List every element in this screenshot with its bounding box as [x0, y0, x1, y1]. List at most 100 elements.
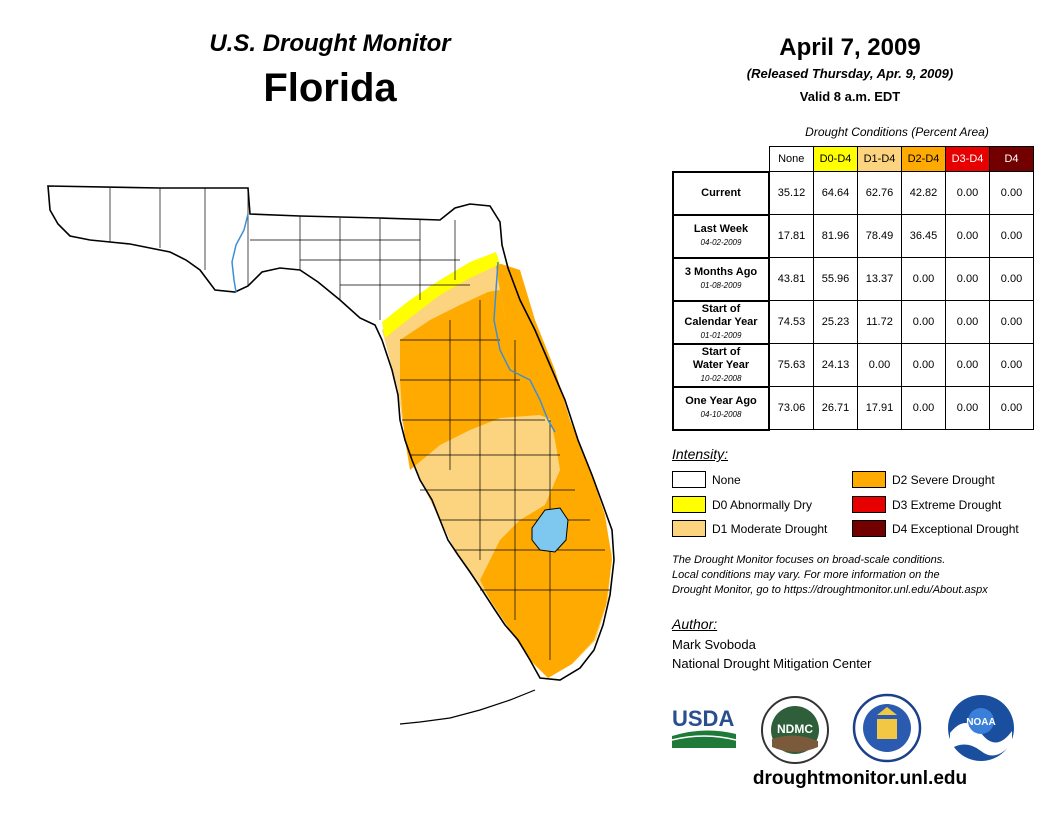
valid-time: Valid 8 a.m. EDT	[799, 89, 901, 104]
row-date: 10-02-2008	[700, 373, 742, 383]
noaa-logo-text: NOAA	[966, 717, 995, 728]
row-label: 3 Months Ago 01-08-2009	[672, 256, 770, 302]
row-label: Last Week 04-02-2009	[672, 213, 770, 259]
legend-swatch	[852, 471, 886, 488]
legend-d2: D2 Severe Drought	[852, 471, 995, 488]
legend-d0: D0 Abnormally Dry	[672, 496, 812, 513]
table-row: One Year Ago 04-10-2008 73.06 26.71 17.91 0.0…	[672, 385, 1034, 431]
st-johns-river	[493, 261, 556, 433]
table-cell: 0.00	[945, 214, 990, 258]
legend-d4: D4 Exceptional Drought	[852, 520, 1019, 537]
map-date: April 7, 2009	[779, 34, 921, 61]
ndmc-logo-text: NDMC	[777, 722, 813, 736]
row-label-line: 3 Months Ago	[684, 266, 758, 278]
map-title: Florida	[263, 66, 397, 110]
table-cell: 25.23	[813, 300, 858, 344]
table-cell: 0.00	[989, 343, 1034, 387]
legend-label: None	[712, 472, 741, 487]
author-heading: Author:	[672, 616, 718, 632]
table-cell: 73.06	[768, 386, 814, 430]
legend-label: D0 Abnormally Dry	[712, 497, 813, 512]
table-cell: 13.37	[857, 257, 902, 301]
table-cell: 0.00	[857, 343, 902, 387]
row-label-line: Calendar Year	[684, 315, 758, 328]
commerce-seal	[852, 693, 922, 763]
noaa-logo: NOAA	[948, 695, 1014, 761]
table-row: Start of Calendar Year 01-01-2009 74.53 25.2…	[672, 299, 1034, 345]
usda-logo-text: USDA	[672, 706, 734, 731]
note-line: The Drought Monitor focuses on broad-sca…	[672, 554, 946, 566]
florida-keys	[399, 689, 536, 725]
apalachicola-river	[231, 213, 249, 293]
website-link[interactable]: droughtmonitor.unl.edu	[752, 768, 968, 789]
row-label-line: Last Week	[693, 223, 749, 235]
author-name: Mark Svoboda	[672, 637, 756, 652]
table-cell: 24.13	[813, 343, 858, 387]
legend-swatch	[852, 520, 886, 537]
table-cell: 0.00	[989, 257, 1034, 301]
legend-swatch	[852, 496, 886, 513]
col-header: D4	[989, 146, 1034, 172]
table-cell: 0.00	[901, 343, 946, 387]
table-cell: 0.00	[901, 300, 946, 344]
table-cell: 81.96	[813, 214, 858, 258]
legend-d1: D1 Moderate Drought	[672, 520, 827, 537]
table-cell: 35.12	[768, 171, 814, 215]
header-blank	[673, 147, 769, 172]
state-outline	[47, 185, 615, 681]
table-cell: 0.00	[989, 214, 1034, 258]
table-cell: 0.00	[901, 257, 946, 301]
lake-okeechobee	[531, 507, 569, 553]
note-line: Local conditions may vary. For more info…	[672, 569, 940, 581]
table-row: Current 35.12 64.64 62.76 42.82 0.00 0.00	[672, 170, 1034, 216]
table-cell: 0.00	[945, 171, 990, 215]
table-caption: Drought Conditions (Percent Area)	[805, 125, 989, 139]
col-header: None	[768, 146, 814, 172]
table-cell: 0.00	[945, 300, 990, 344]
table-cell: 74.53	[768, 300, 814, 344]
table-cell: 75.63	[768, 343, 814, 387]
note-line: Drought Monitor, go to https://droughtmo…	[672, 584, 988, 596]
table-cell: 42.82	[901, 171, 946, 215]
row-label: Current	[672, 170, 770, 216]
table-row: Start of Water Year 10-02-2008 75.63 24.13 0.…	[672, 342, 1034, 388]
table-cell: 17.91	[857, 386, 902, 430]
table-cell: 0.00	[989, 171, 1034, 215]
row-label: Start of Calendar Year 01-01-2009	[672, 299, 770, 345]
col-header: D2-D4	[901, 146, 946, 172]
table-cell: 0.00	[989, 386, 1034, 430]
table-cell: 78.49	[857, 214, 902, 258]
legend-swatch	[672, 496, 706, 513]
row-date: 01-08-2009	[700, 281, 742, 290]
row-date: 04-02-2009	[700, 238, 742, 247]
row-label: Start of Water Year 10-02-2008	[672, 342, 770, 388]
legend-label: D3 Extreme Drought	[892, 497, 1002, 512]
ndmc-logo: NDMC	[761, 696, 829, 764]
legend-label: D4 Exceptional Drought	[892, 521, 1019, 536]
col-header: D0-D4	[813, 146, 858, 172]
col-header: D1-D4	[857, 146, 902, 172]
legend-title: Intensity:	[672, 446, 729, 462]
table-row: 3 Months Ago 01-08-2009 43.81 55.96 13.37 0.0…	[672, 256, 1034, 302]
table-cell: 26.71	[813, 386, 858, 430]
table-cell: 64.64	[813, 171, 858, 215]
row-label-line: Start of	[701, 345, 741, 358]
row-date: 01-01-2009	[700, 330, 742, 340]
table-cell: 0.00	[945, 386, 990, 430]
release-date: (Released Thursday, Apr. 9, 2009)	[746, 66, 954, 81]
row-label-line: Water Year	[692, 358, 750, 371]
legend-swatch	[672, 471, 706, 488]
legend-label: D2 Severe Drought	[892, 472, 995, 487]
county-lines	[109, 188, 610, 660]
row-label-line: Current	[701, 186, 741, 199]
table-cell: 0.00	[945, 343, 990, 387]
table-cell: 0.00	[989, 300, 1034, 344]
usda-logo: USDA	[671, 706, 737, 748]
table-cell: 17.81	[768, 214, 814, 258]
table-cell: 62.76	[857, 171, 902, 215]
drought-stats-table: None D0-D4 D1-D4 D2-D4 D3-D4 D4 Current 3…	[672, 146, 1034, 431]
d2-east-region	[480, 262, 612, 678]
row-label-line: Start of	[701, 302, 741, 315]
table-body: Current 35.12 64.64 62.76 42.82 0.00 0.00 Last …	[672, 170, 1034, 431]
table-cell: 0.00	[901, 386, 946, 430]
